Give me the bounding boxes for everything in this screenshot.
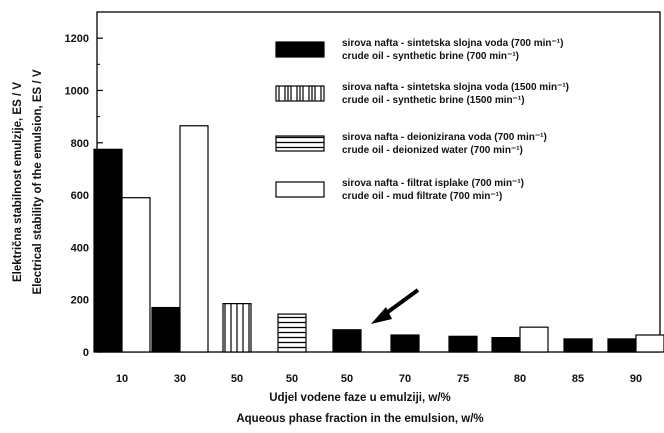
legend-swatch	[275, 181, 325, 198]
bar	[332, 329, 362, 353]
x-tick-label: 80	[514, 373, 526, 385]
y-axis-title-line1: Električna stabilnost emulzije, ES / V	[12, 82, 24, 282]
x-axis-title-line1: Udjel vodene faze u emulziji, w/%	[269, 392, 450, 404]
y-axis-title-line2: Electrical stability of the emulsion, ES…	[32, 69, 44, 294]
bar	[93, 148, 123, 353]
bar	[635, 334, 664, 353]
legend-label-line1: sirova nafta - sintetska slojna voda (70…	[342, 38, 563, 49]
y-tick-label: 200	[71, 295, 89, 307]
x-tick-label: 85	[572, 373, 584, 385]
bar	[390, 334, 420, 353]
bar	[179, 125, 209, 353]
legend: sirova nafta - sintetska slojna voda (70…	[275, 38, 569, 202]
bar	[563, 338, 593, 353]
y-tick-label: 1200	[65, 33, 89, 45]
legend-label-line1: sirova nafta - deionizirana voda (700 mi…	[342, 132, 547, 143]
bar	[151, 306, 181, 353]
bar	[491, 337, 521, 353]
bar	[519, 326, 549, 353]
x-tick-label: 90	[630, 373, 642, 385]
bars	[93, 125, 664, 353]
legend-swatch	[275, 41, 325, 58]
y-tick-label: 0	[83, 347, 89, 359]
legend-label-line1: sirova nafta - filtrat isplake (700 min⁻…	[342, 178, 524, 189]
bar	[277, 313, 307, 353]
bar	[222, 303, 252, 353]
annotation-arrow	[371, 288, 420, 324]
y-tick-label: 400	[71, 242, 89, 254]
y-tick-label: 1000	[65, 85, 89, 97]
legend-label-line2: crude oil - mud filtrate (700 min⁻¹)	[342, 191, 502, 202]
x-tick-label: 30	[174, 373, 186, 385]
legend-label-line2: crude oil - synthetic brine (1500 min⁻¹)	[342, 95, 525, 106]
bar	[448, 335, 478, 353]
y-tick-label: 600	[71, 190, 89, 202]
legend-label-line1: sirova nafta - sintetska slojna voda (15…	[342, 82, 569, 93]
y-axis: 0 200 400 600 800 1000 1200	[65, 33, 103, 359]
x-tick-label: 70	[399, 373, 411, 385]
x-tick-label: 50	[341, 373, 353, 385]
legend-label-line2: crude oil - synthetic brine (700 min⁻¹)	[342, 51, 519, 62]
legend-swatch	[275, 135, 325, 152]
x-tick-label: 50	[286, 373, 298, 385]
x-axis: 10 30 50 50 50 70 75 80 85 90	[116, 373, 642, 385]
x-axis-title-line2: Aqueous phase fraction in the emulsion, …	[236, 413, 483, 425]
x-tick-label: 50	[231, 373, 243, 385]
bar	[121, 197, 151, 353]
x-tick-label: 75	[457, 373, 469, 385]
bar	[607, 338, 637, 353]
y-tick-label: 800	[71, 138, 89, 150]
x-tick-label: 10	[116, 373, 128, 385]
legend-label-line2: crude oil - deionized water (700 min⁻¹)	[342, 145, 523, 156]
